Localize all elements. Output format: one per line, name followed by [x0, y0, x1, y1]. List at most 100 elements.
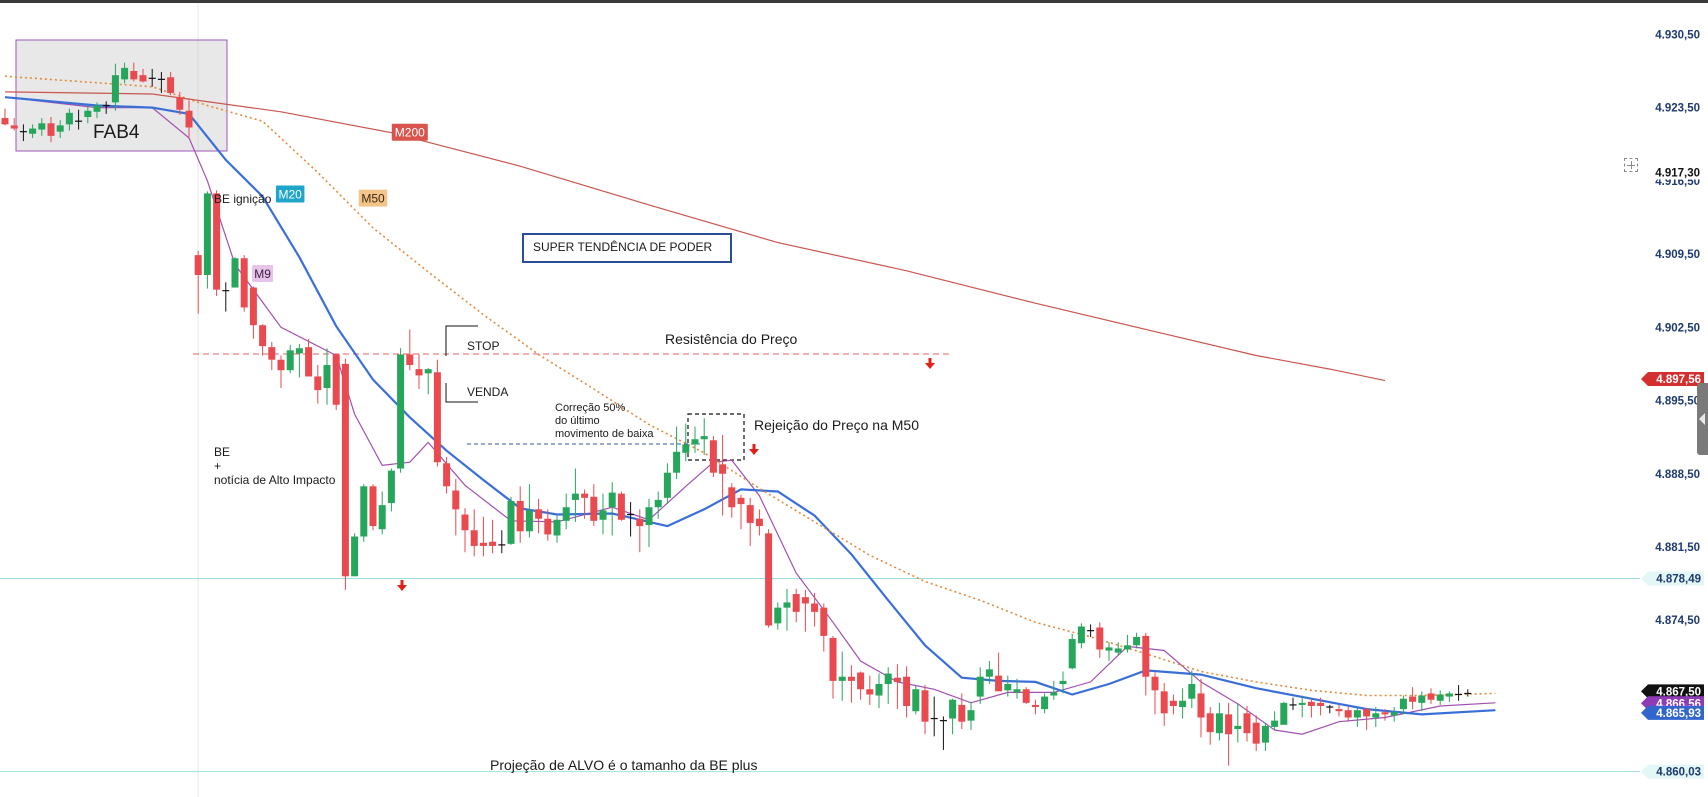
candle[interactable]	[746, 497, 754, 546]
candle[interactable]	[1455, 685, 1463, 701]
candle[interactable]	[443, 457, 451, 494]
candle[interactable]	[10, 118, 18, 131]
candle[interactable]	[1013, 678, 1021, 699]
candle[interactable]	[903, 666, 911, 718]
candle[interactable]	[1142, 632, 1150, 696]
candle[interactable]	[213, 190, 221, 296]
candle[interactable]	[1206, 707, 1214, 745]
candle[interactable]	[148, 68, 156, 87]
candle[interactable]	[1114, 642, 1122, 656]
candle[interactable]	[976, 667, 984, 704]
candle[interactable]	[682, 423, 690, 462]
candle[interactable]	[654, 491, 662, 519]
candle[interactable]	[203, 191, 211, 289]
candle[interactable]	[84, 105, 92, 124]
candle[interactable]	[1068, 633, 1076, 670]
candle[interactable]	[1271, 711, 1279, 731]
candle[interactable]	[1041, 693, 1049, 714]
candle[interactable]	[627, 501, 635, 537]
candle[interactable]	[167, 72, 175, 96]
candle[interactable]	[295, 344, 303, 378]
candle[interactable]	[673, 426, 681, 479]
candle[interactable]	[544, 509, 552, 541]
candle[interactable]	[590, 484, 598, 527]
candle[interactable]	[121, 62, 129, 84]
candle[interactable]	[1096, 622, 1104, 658]
candle[interactable]	[1050, 680, 1058, 700]
candle[interactable]	[516, 486, 524, 543]
candle[interactable]	[452, 478, 460, 536]
candle[interactable]	[535, 498, 543, 534]
candle[interactable]	[691, 426, 699, 453]
candle[interactable]	[222, 282, 230, 312]
ma-line-m200[interactable]	[4, 91, 1386, 382]
candle[interactable]	[1436, 690, 1444, 705]
candle[interactable]	[415, 354, 423, 390]
candle[interactable]	[1197, 678, 1205, 738]
candle[interactable]	[19, 124, 27, 142]
candle[interactable]	[56, 120, 64, 138]
candle[interactable]	[553, 515, 561, 543]
candle[interactable]	[1077, 623, 1085, 649]
candle[interactable]	[1353, 708, 1361, 727]
candle[interactable]	[1105, 642, 1113, 662]
candle[interactable]	[1022, 687, 1030, 704]
price-tag[interactable]	[1641, 571, 1704, 586]
candle[interactable]	[1399, 695, 1407, 715]
candle[interactable]	[838, 651, 846, 701]
candle[interactable]	[1317, 697, 1325, 716]
candle[interactable]	[277, 355, 285, 388]
candle[interactable]	[866, 675, 874, 705]
candle[interactable]	[525, 484, 533, 538]
candle[interactable]	[1280, 701, 1288, 725]
candle[interactable]	[1059, 671, 1067, 694]
candle[interactable]	[1188, 670, 1196, 709]
candle[interactable]	[1298, 695, 1306, 718]
candle[interactable]	[1427, 688, 1435, 704]
candle[interactable]	[1381, 709, 1389, 721]
candle[interactable]	[857, 671, 865, 700]
candle[interactable]	[397, 348, 405, 473]
candle[interactable]	[884, 667, 892, 704]
candle[interactable]	[305, 338, 313, 377]
candle[interactable]	[507, 496, 515, 545]
candle[interactable]	[332, 353, 340, 410]
candle[interactable]	[663, 463, 671, 505]
candle[interactable]	[571, 468, 579, 522]
candle[interactable]	[433, 359, 441, 467]
candle[interactable]	[378, 491, 386, 535]
price-tag[interactable]	[1641, 371, 1704, 386]
candle[interactable]	[1307, 698, 1315, 718]
candle[interactable]	[1215, 702, 1223, 741]
candle[interactable]	[912, 686, 920, 715]
candle[interactable]	[829, 635, 837, 699]
candle[interactable]	[65, 108, 73, 131]
candle[interactable]	[1344, 705, 1352, 722]
side-panel-handle[interactable]	[1697, 383, 1708, 455]
candle[interactable]	[958, 693, 966, 730]
candle[interactable]	[783, 588, 791, 631]
candle[interactable]	[314, 364, 322, 404]
candle[interactable]	[1179, 688, 1187, 719]
candle[interactable]	[286, 345, 294, 374]
candle[interactable]	[995, 652, 1003, 692]
candle[interactable]	[387, 468, 395, 512]
candle[interactable]	[1289, 697, 1297, 711]
ma-line-m20[interactable]	[4, 96, 1496, 716]
candle[interactable]	[406, 329, 414, 371]
candle[interactable]	[967, 701, 975, 731]
candle[interactable]	[185, 100, 193, 137]
candle[interactable]	[102, 101, 110, 114]
price-tag[interactable]	[1641, 684, 1704, 699]
candle[interactable]	[709, 436, 717, 477]
candle[interactable]	[774, 602, 782, 630]
candle[interactable]	[75, 109, 83, 130]
candle[interactable]	[351, 533, 359, 577]
candle[interactable]	[930, 696, 938, 737]
candle[interactable]	[323, 348, 331, 405]
candle[interactable]	[1261, 722, 1269, 751]
price-tag[interactable]	[1641, 764, 1704, 779]
candle[interactable]	[847, 665, 855, 703]
candle[interactable]	[489, 519, 497, 554]
candle[interactable]	[1133, 632, 1141, 649]
